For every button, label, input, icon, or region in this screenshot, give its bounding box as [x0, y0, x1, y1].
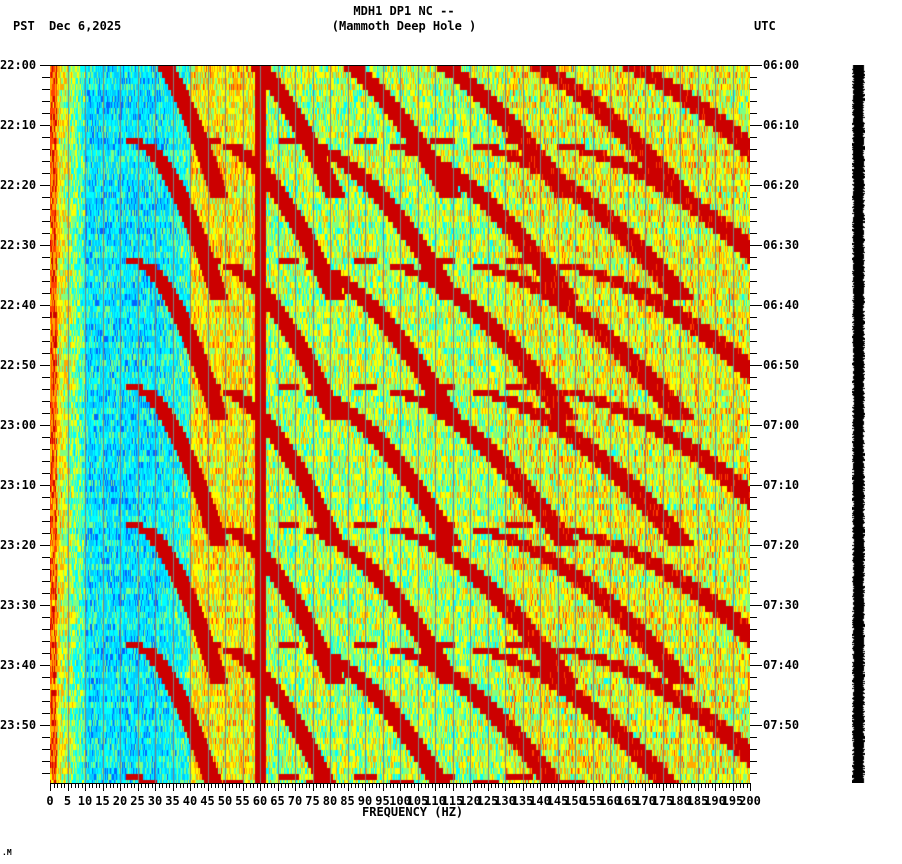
x-tick-label: 130 [494, 794, 516, 808]
x-tick-label: 100 [389, 794, 411, 808]
y-tick-label-right: 06:20 [763, 178, 800, 192]
y-tick-label-left: 22:50 [0, 358, 37, 372]
x-tick-label: 40 [182, 794, 198, 808]
y-tick-label-left: 23:50 [0, 718, 37, 732]
y-tick-label-right: 06:30 [763, 238, 800, 252]
y-tick-label-left: 23:10 [0, 478, 37, 492]
y-tick-label-left: 23:40 [0, 658, 37, 672]
x-tick-label: 35 [165, 794, 180, 808]
y-tick-label-right: 07:10 [763, 478, 800, 492]
site-title: (Mammoth Deep Hole ) [331, 19, 477, 33]
x-tick-label: 190 [704, 794, 726, 808]
y-tick-label-right: 07:30 [763, 598, 800, 612]
x-tick-label: 175 [651, 794, 674, 808]
spectrogram-plot [50, 65, 750, 784]
x-tick-label: 165 [616, 794, 639, 808]
x-tick-label: 25 [130, 794, 145, 808]
y-tick-label-left: 22:00 [0, 58, 37, 72]
y-tick-label-right: 07:00 [763, 418, 800, 432]
x-tick-label: 110 [424, 794, 446, 808]
y-tick-label-left: 23:30 [0, 598, 37, 612]
x-tick-label: 160 [599, 794, 621, 808]
x-tick-label: 5 [63, 794, 72, 808]
x-tick-label: 70 [287, 794, 303, 808]
x-tick-label: 180 [669, 794, 691, 808]
station-title: MDH1 DP1 NC -- [353, 4, 455, 18]
amplitude-legend-strip [852, 65, 865, 783]
x-tick-label: 65 [270, 794, 285, 808]
spectrogram-canvas [50, 66, 750, 784]
y-tick-label-right: 06:40 [763, 298, 800, 312]
x-tick-label: 85 [340, 794, 355, 808]
x-tick-label: 50 [217, 794, 233, 808]
y-tick-label-right: 07:20 [763, 538, 800, 552]
x-tick-label: 145 [546, 794, 569, 808]
right-timezone-label: UTC [754, 19, 776, 33]
x-tick-label: 135 [511, 794, 534, 808]
y-tick-label-right: 06:00 [763, 58, 800, 72]
x-tick-label: 155 [581, 794, 604, 808]
y-tick-label-left: 22:40 [0, 298, 37, 312]
left-timezone-label: PST [13, 19, 35, 33]
y-tick-label-right: 06:10 [763, 118, 800, 132]
x-tick-label: 200 [739, 794, 761, 808]
y-tick-label-left: 22:30 [0, 238, 37, 252]
y-tick-label-left: 22:10 [0, 118, 37, 132]
x-tick-label: 105 [406, 794, 429, 808]
x-tick-label: 140 [529, 794, 551, 808]
x-tick-label: 10 [77, 794, 93, 808]
x-tick-label: 75 [305, 794, 320, 808]
x-tick-label: 120 [459, 794, 481, 808]
x-tick-label: 185 [686, 794, 709, 808]
x-tick-label: 125 [476, 794, 499, 808]
x-axis-title: FREQUENCY (HZ) [362, 805, 464, 819]
x-tick-label: 195 [721, 794, 744, 808]
y-tick-label-right: 07:40 [763, 658, 800, 672]
x-tick-label: 90 [357, 794, 373, 808]
y-tick-label-right: 06:50 [763, 358, 800, 372]
y-tick-label-left: 23:20 [0, 538, 37, 552]
x-tick-label: 95 [375, 794, 390, 808]
y-tick-label-right: 07:50 [763, 718, 800, 732]
x-tick-label: 15 [95, 794, 110, 808]
x-tick-label: 80 [322, 794, 338, 808]
x-tick-label: 30 [147, 794, 163, 808]
x-tick-label: 115 [441, 794, 464, 808]
x-tick-label: 150 [564, 794, 586, 808]
y-tick-label-left: 22:20 [0, 178, 37, 192]
x-tick-label: 55 [235, 794, 250, 808]
x-tick-label: 0 [46, 794, 54, 808]
x-tick-label: 170 [634, 794, 656, 808]
x-tick-label: 20 [112, 794, 128, 808]
corner-mark: .M [2, 848, 12, 857]
y-tick-label-left: 23:00 [0, 418, 37, 432]
x-tick-label: 60 [252, 794, 268, 808]
x-tick-label: 45 [200, 794, 215, 808]
date-label: Dec 6,2025 [49, 19, 122, 33]
